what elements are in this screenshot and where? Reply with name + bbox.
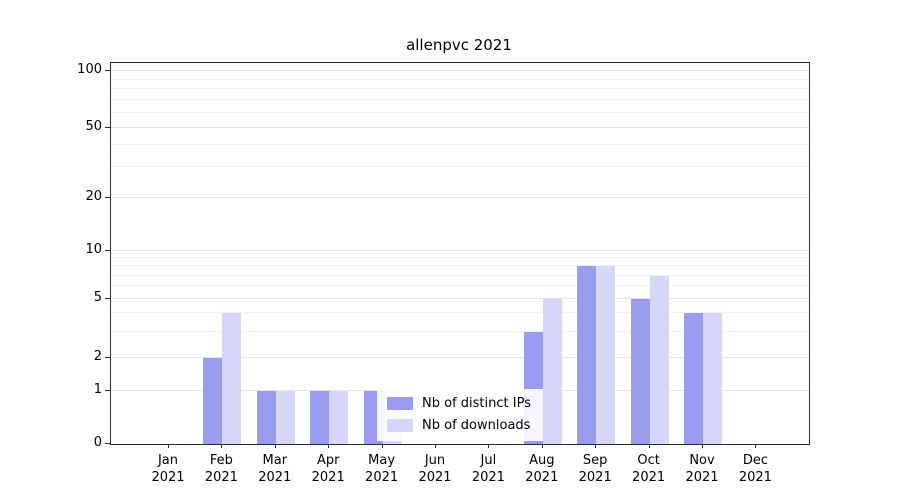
minor-gridline <box>111 312 809 314</box>
x-tick-mark <box>648 444 650 448</box>
legend: Nb of distinct IPs Nb of downloads <box>377 389 543 441</box>
legend-swatch-downloads <box>387 419 414 432</box>
chart-title: allenpvc 2021 <box>406 36 512 54</box>
legend-label-downloads: Nb of downloads <box>422 418 531 433</box>
y-tick-mark <box>105 356 110 358</box>
minor-gridline <box>111 144 809 146</box>
bar-sep-series1 <box>596 266 616 444</box>
x-tick-mark <box>702 444 703 448</box>
x-tick-mark <box>541 444 543 448</box>
y-tick-label: 20 <box>85 188 102 204</box>
y-tick-mark <box>105 196 110 198</box>
x-tick-mark <box>381 444 383 448</box>
bar-nov-series0 <box>684 313 703 444</box>
bar-oct-series1 <box>649 275 669 444</box>
y-tick-mark <box>105 127 110 129</box>
y-tick-label: 1 <box>93 382 102 398</box>
x-tick-mark <box>755 444 757 448</box>
minor-gridline <box>111 285 809 287</box>
y-tick-label: 50 <box>85 119 102 135</box>
bar-apr-series1 <box>329 391 349 444</box>
minor-gridline <box>111 274 809 276</box>
x-tick-label: Dec 2021 <box>738 453 772 485</box>
y-tick-mark <box>105 249 110 251</box>
minor-gridline <box>111 257 809 259</box>
x-tick-label: Jul 2021 <box>471 453 505 485</box>
y-tick-mark <box>105 297 110 299</box>
major-gridline <box>111 127 809 129</box>
legend-item-downloads: Nb of downloads <box>387 418 531 433</box>
y-tick-mark <box>105 70 110 71</box>
bar-feb-series0 <box>203 357 223 444</box>
bar-aug-series1 <box>542 298 562 444</box>
bar-mar-series0 <box>256 391 276 444</box>
x-tick-label: Feb 2021 <box>204 453 238 485</box>
y-tick-mark <box>105 443 110 444</box>
y-tick-label: 2 <box>93 348 102 364</box>
minor-gridline <box>111 99 809 101</box>
x-tick-label: Mar 2021 <box>258 453 292 485</box>
minor-gridline <box>111 166 809 168</box>
x-tick-mark <box>435 444 436 448</box>
x-tick-label: Jun 2021 <box>418 453 452 485</box>
major-gridline <box>111 70 809 72</box>
minor-gridline <box>111 88 809 90</box>
bar-feb-series1 <box>222 313 242 444</box>
bar-mar-series1 <box>275 391 295 444</box>
y-tick-mark <box>105 390 110 392</box>
minor-gridline <box>111 112 809 114</box>
y-tick-label: 100 <box>77 62 102 77</box>
x-tick-label: May 2021 <box>365 453 399 485</box>
bar-sep-series0 <box>577 266 597 444</box>
major-gridline <box>111 356 809 358</box>
legend-swatch-distinct-ips <box>387 397 414 410</box>
bar-apr-series0 <box>310 391 330 444</box>
x-tick-label: Nov 2021 <box>685 453 719 485</box>
y-tick-label: 10 <box>85 241 102 257</box>
x-tick-mark <box>488 444 490 448</box>
bar-nov-series1 <box>703 313 722 444</box>
x-tick-mark <box>328 444 330 448</box>
legend-label-distinct-ips: Nb of distinct IPs <box>422 396 531 411</box>
minor-gridline <box>111 78 809 80</box>
bar-oct-series0 <box>630 298 650 444</box>
x-tick-label: Jan 2021 <box>151 453 185 485</box>
legend-item-distinct-ips: Nb of distinct IPs <box>387 396 531 411</box>
x-tick-label: Oct 2021 <box>632 453 666 485</box>
x-tick-mark <box>168 444 169 448</box>
y-tick-label: 5 <box>93 289 102 305</box>
minor-gridline <box>111 330 809 332</box>
x-tick-label: Aug 2021 <box>525 453 559 485</box>
major-gridline <box>111 196 809 198</box>
x-tick-mark <box>221 444 223 448</box>
minor-gridline <box>111 265 809 267</box>
y-tick-label: 0 <box>93 435 102 450</box>
x-tick-label: Apr 2021 <box>311 453 345 485</box>
x-tick-label: Sep 2021 <box>578 453 612 485</box>
plot-area: Nb of distinct IPs Nb of downloads <box>110 62 810 445</box>
major-gridline <box>111 297 809 299</box>
major-gridline <box>111 249 809 251</box>
x-tick-mark <box>595 444 597 448</box>
x-tick-mark <box>274 444 276 448</box>
